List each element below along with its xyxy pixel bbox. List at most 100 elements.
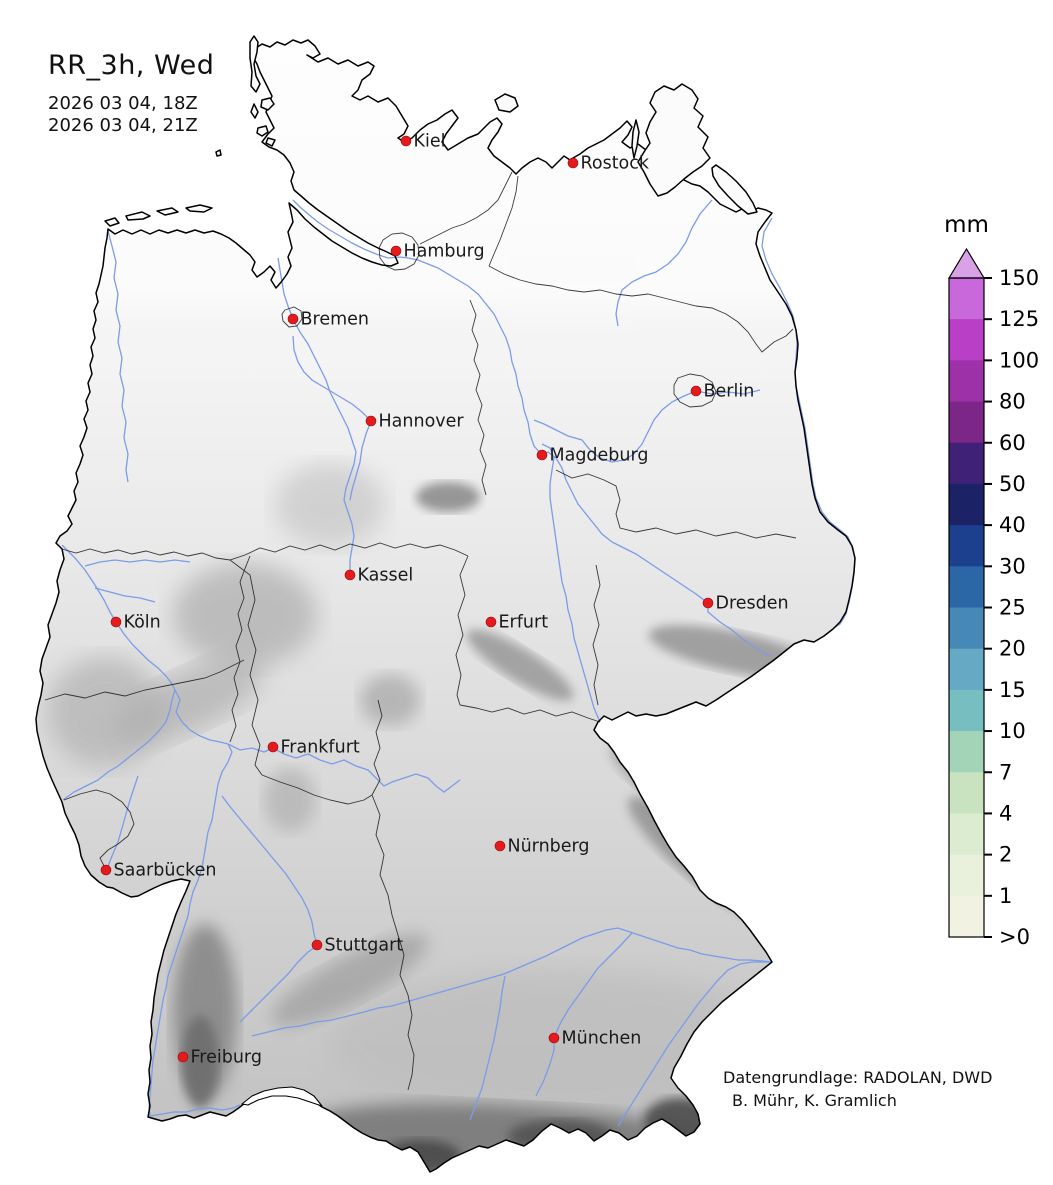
island-sylt: [249, 35, 261, 93]
city-label-Berlin: Berlin: [704, 382, 755, 402]
rivers: [61, 199, 856, 1127]
river-peene: [615, 199, 713, 327]
city-marker-Dresden: [702, 597, 714, 609]
colorbar-tick-label: 4: [999, 801, 1012, 825]
valid-time-start: 2026 03 04, 18Z: [48, 93, 198, 114]
city-marker-Bremen: [287, 313, 299, 325]
colorbar-tick-label: 7: [999, 760, 1012, 784]
island-fehmarn: [494, 93, 519, 113]
colorbar-band: [949, 483, 984, 526]
colorbar-band: [949, 278, 984, 320]
river-neckar: [221, 795, 318, 1023]
city-label-Hannover: Hannover: [379, 412, 465, 432]
colorbar-band: [949, 895, 984, 938]
island-hiddensee: [631, 119, 640, 159]
city-marker-Nürnberg: [494, 840, 506, 852]
island-borkum: [104, 217, 120, 227]
city-marker-Hannover: [365, 415, 377, 427]
river-lech: [469, 975, 506, 1121]
colorbar-band: [949, 813, 984, 856]
island-wangerooge: [185, 204, 213, 213]
river-ems: [107, 230, 129, 483]
island-norderney: [125, 211, 151, 221]
attribution-source: Datengrundlage: RADOLAN, DWD: [723, 1068, 993, 1087]
city-label-Köln: Köln: [124, 613, 161, 633]
city-markers-layer: Kiel Rostock Hamburg Bremen Berlin Hannover Ma…: [100, 132, 789, 1068]
city-label-Nürnberg: Nürnberg: [508, 837, 590, 857]
lake-bodensee: [241, 1086, 323, 1107]
city-marker-Berlin: [690, 385, 702, 397]
city-marker-Rostock: [567, 157, 579, 169]
colorbar-band: [949, 442, 984, 485]
city-label-Dresden: Dresden: [716, 594, 789, 614]
map-header: RR_3h, Wed 2026 03 04, 18Z 2026 03 04, 2…: [48, 50, 214, 137]
city-marker-Saarbücken: [100, 864, 112, 876]
valid-time-end: 2026 03 04, 21Z: [48, 114, 198, 136]
colorbar-band: [949, 772, 984, 814]
island-foehr: [260, 97, 275, 111]
city-label-Bremen: Bremen: [301, 310, 370, 330]
colorbar-tick-label: 80: [999, 390, 1026, 414]
colorbar-band: [949, 401, 984, 444]
colorbar-tick-label: 15: [999, 678, 1026, 702]
river-rhine: [61, 544, 241, 1117]
country-outline: [35, 35, 856, 1173]
river-danube: [251, 927, 773, 1037]
city-label-Saarbücken: Saarbücken: [114, 861, 217, 881]
colorbar-tick-label: 1: [999, 884, 1012, 908]
river-saale: [541, 443, 601, 723]
city-label-Freiburg: Freiburg: [191, 1048, 262, 1068]
colorbar-band: [949, 731, 984, 773]
city-marker-Kiel: [400, 135, 412, 147]
colorbar-band: [949, 607, 984, 650]
colorbar-tick-label: 20: [999, 637, 1026, 661]
river-saar: [106, 775, 139, 870]
colorbar-tick-label: 50: [999, 472, 1026, 496]
attribution-authors: B. Mühr, K. Gramlich: [732, 1091, 897, 1111]
colorbar-tick-label: 60: [999, 431, 1026, 455]
colorbar-tick-label: 150: [999, 266, 1039, 290]
city-marker-Erfurt: [485, 616, 497, 628]
colorbar-tick-label: 125: [999, 307, 1039, 331]
city-marker-Kassel: [344, 569, 356, 581]
page-title: RR_3h, Wed: [48, 50, 215, 81]
colorbar-band: [949, 360, 984, 403]
river-havel-spree: [533, 389, 761, 463]
river-aller: [292, 335, 372, 422]
river-mosel: [62, 689, 176, 801]
city-label-Frankfurt: Frankfurt: [281, 738, 360, 758]
island-nordstrand: [265, 137, 276, 147]
colorbar: mm 150 125 100 80 60 50 40 30 25 20 15 10 7 4 2 1 >0: [944, 212, 1039, 949]
city-marker-Freiburg: [177, 1051, 189, 1063]
river-lippe: [84, 559, 191, 567]
city-marker-Köln: [110, 616, 122, 628]
city-label-Magdeburg: Magdeburg: [550, 446, 649, 466]
attribution: Datengrundlage: RADOLAN, DWD B. Mühr, K.…: [723, 1066, 992, 1112]
city-label-Kiel: Kiel: [414, 132, 446, 152]
city-marker-Hamburg: [390, 245, 402, 257]
colorbar-tick-label: 10: [999, 719, 1026, 743]
colorbar-band: [949, 689, 984, 732]
river-leine: [349, 420, 372, 501]
colorbar-tick-label: 2: [999, 843, 1012, 867]
colorbar-tick-label: >0: [999, 925, 1030, 949]
colorbar-extend-arrow: [947, 247, 986, 279]
river-elbe: [292, 199, 771, 657]
colorbar-band: [949, 525, 984, 567]
colorbar-band: [949, 648, 984, 691]
colorbar-tick-label: 40: [999, 513, 1026, 537]
river-isar: [535, 932, 633, 1097]
city-marker-Frankfurt: [267, 741, 279, 753]
city-label-München: München: [562, 1029, 642, 1049]
island-helgoland: [215, 149, 222, 157]
colorbar-band: [949, 319, 984, 361]
state-borders: [44, 171, 797, 1091]
island-langeoog: [156, 207, 179, 216]
city-label-Kassel: Kassel: [358, 566, 414, 586]
colorbar-band: [949, 566, 984, 608]
colorbar-tick-label: 25: [999, 596, 1026, 620]
city-label-Hamburg: Hamburg: [404, 242, 485, 262]
island-ruegen: [637, 83, 711, 197]
